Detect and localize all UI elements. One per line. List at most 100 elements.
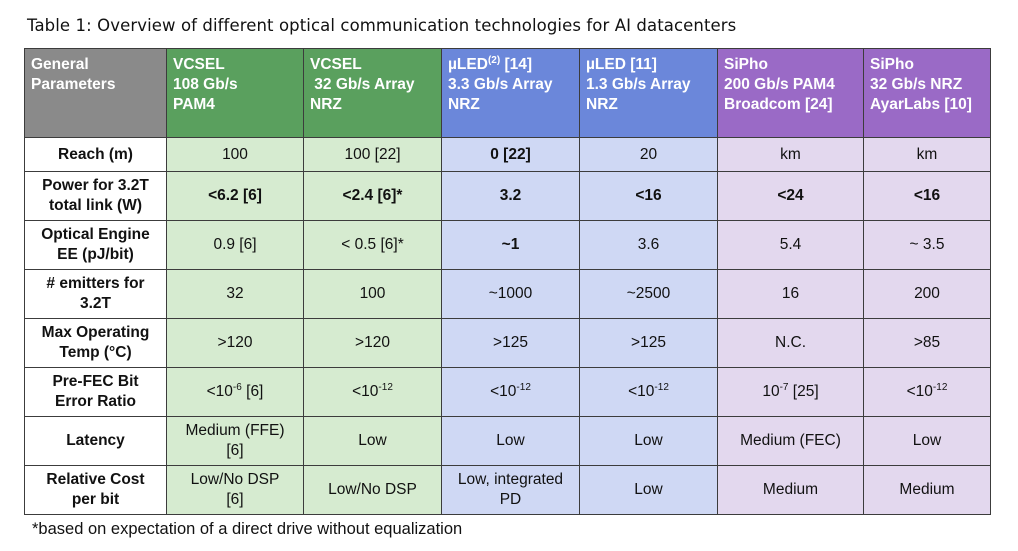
comparison-table: General Parameters VCSEL 108 Gb/s PAM4 V… <box>24 48 991 515</box>
table-row-emitters: # emitters for 3.2T 32 100 ~1000 ~2500 16… <box>24 269 991 319</box>
row-label: Reach (m) <box>24 137 167 172</box>
header-sipho-ayarlabs: SiPho 32 Gb/s NRZ AyarLabs [10] <box>863 48 991 138</box>
header-line: PAM4 <box>173 96 215 113</box>
header-uled-11: µLED [11] 1.3 Gb/s Array NRZ <box>579 48 718 138</box>
table-cell: Low <box>303 416 442 466</box>
ber-exponent: -6 <box>232 382 242 393</box>
table-cell: >125 <box>579 318 718 368</box>
row-label: Pre-FEC Bit Error Ratio <box>24 367 167 417</box>
table-cell: >125 <box>441 318 580 368</box>
header-sipho-broadcom: SiPho 200 Gb/s PAM4 Broadcom [24] <box>717 48 864 138</box>
header-text: µLED <box>448 56 488 73</box>
ber-base: <10 <box>490 383 517 400</box>
table-cell: Low/No DSP <box>303 465 442 515</box>
table-cell: Medium (FEC) <box>717 416 864 466</box>
row-label: Max Operating Temp (°C) <box>24 318 167 368</box>
table-cell: 100 [22] <box>303 137 442 172</box>
table-cell: <2.4 [6]* <box>303 171 442 221</box>
header-line: µLED [11] <box>586 56 657 73</box>
table-row-cost: Relative Cost per bit Low/No DSP [6] Low/N… <box>24 465 991 515</box>
row-label-line: Pre-FEC Bit <box>52 373 139 390</box>
table-cell: 20 <box>579 137 718 172</box>
table-cell: ~ 3.5 <box>863 220 991 270</box>
table-cell: Medium (FFE) [6] <box>166 416 304 466</box>
ber-base: <10 <box>206 383 233 400</box>
table-cell: <6.2 [6] <box>166 171 304 221</box>
header-line: µLED(2) [14] <box>448 55 573 75</box>
table-cell: 100 <box>166 137 304 172</box>
table-cell: 3.6 <box>579 220 718 270</box>
header-vcsel-108: VCSEL 108 Gb/s PAM4 <box>166 48 304 138</box>
cell-line: [6] <box>226 442 244 459</box>
table-cell: <16 <box>863 171 991 221</box>
table-row-latency: Latency Medium (FFE) [6] Low Low Low Medi… <box>24 416 991 466</box>
table-cell: Low <box>579 416 718 466</box>
row-label-line: per bit <box>71 491 120 508</box>
row-label-line: total link (W) <box>49 197 142 214</box>
row-label-line: Optical Engine <box>41 226 150 243</box>
ber-ref: [6] <box>241 383 264 400</box>
row-label-line: 3.2T <box>79 295 111 312</box>
header-superscript: (2) <box>487 55 501 66</box>
table-cell: 32 <box>166 269 304 319</box>
row-label: # emitters for 3.2T <box>24 269 167 319</box>
row-label-line: Temp (°C) <box>59 344 132 361</box>
table-cell: Medium <box>717 465 864 515</box>
header-line: 1.3 Gb/s Array <box>586 76 691 93</box>
table-cell: Low <box>441 416 580 466</box>
table-cell: >120 <box>303 318 442 368</box>
table-cell: 100 <box>303 269 442 319</box>
table-cell: <10-12 <box>579 367 718 417</box>
header-row: General Parameters VCSEL 108 Gb/s PAM4 V… <box>24 48 991 138</box>
table-cell: N.C. <box>717 318 864 368</box>
header-line: AyarLabs [10] <box>870 96 972 113</box>
header-line: 32 Gb/s NRZ <box>870 76 963 93</box>
row-label-line: Relative Cost <box>46 471 145 488</box>
table-cell: 0 [22] <box>441 137 580 172</box>
header-text: [14] <box>500 56 533 73</box>
row-label: Latency <box>24 416 167 466</box>
header-line: SiPho <box>870 56 914 73</box>
table-cell: <10-12 <box>303 367 442 417</box>
row-label-line: Max Operating <box>41 324 150 341</box>
header-uled-14: µLED(2) [14] 3.3 Gb/s Array NRZ <box>441 48 580 138</box>
row-label-line: Error Ratio <box>55 393 136 410</box>
header-line: Parameters <box>31 76 116 93</box>
table-cell: 10-7 [25] <box>717 367 864 417</box>
ber-base: 10 <box>762 383 780 400</box>
cell-line: Medium (FFE) <box>185 422 285 439</box>
header-general-parameters: General Parameters <box>24 48 167 138</box>
ber-exponent: -12 <box>932 382 948 393</box>
table-cell: km <box>717 137 864 172</box>
header-line: VCSEL <box>310 56 362 73</box>
header-line: SiPho <box>724 56 768 73</box>
row-label-line: # emitters for <box>46 275 145 292</box>
table-cell: <10-12 <box>863 367 991 417</box>
table-cell: <24 <box>717 171 864 221</box>
table-row-ber: Pre-FEC Bit Error Ratio <10-6 [6] <10-12 … <box>24 367 991 417</box>
header-line: Broadcom [24] <box>724 96 833 113</box>
ber-exponent: -12 <box>516 382 531 393</box>
table-cell: Low, integrated PD <box>441 465 580 515</box>
table-row-engine-ee: Optical Engine EE (pJ/bit) 0.9 [6] < 0.5 … <box>24 220 991 270</box>
table-cell: 3.2 <box>441 171 580 221</box>
header-vcsel-32: VCSEL 32 Gb/s Array NRZ <box>303 48 442 138</box>
table-cell: ~1 <box>441 220 580 270</box>
row-label-line: Power for 3.2T <box>42 177 149 194</box>
ber-base: <10 <box>906 383 933 400</box>
ber-exponent: -7 <box>779 382 789 393</box>
cell-line: [6] <box>226 491 244 508</box>
ber-base: <10 <box>352 383 379 400</box>
header-line: 32 Gb/s Array <box>310 76 415 93</box>
table-cell: Low <box>863 416 991 466</box>
cell-line: Low/No DSP <box>190 471 280 488</box>
ber-ref: [25] <box>788 383 819 400</box>
table-cell: Medium <box>863 465 991 515</box>
table-cell: 0.9 [6] <box>166 220 304 270</box>
table-cell: <16 <box>579 171 718 221</box>
table-row-power: Power for 3.2T total link (W) <6.2 [6] <2… <box>24 171 991 221</box>
ber-base: <10 <box>628 383 655 400</box>
table-cell: >85 <box>863 318 991 368</box>
table-cell: Low <box>579 465 718 515</box>
table-row-reach: Reach (m) 100 100 [22] 0 [22] 20 km km <box>24 137 991 172</box>
